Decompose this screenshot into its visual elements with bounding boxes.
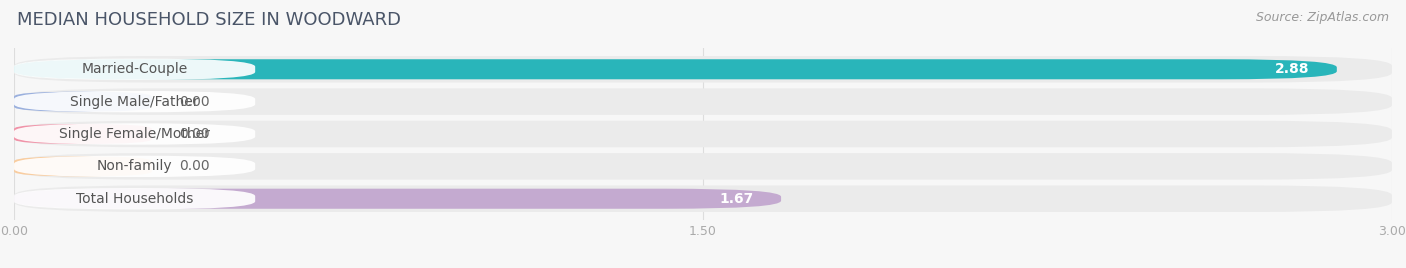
Text: 0.00: 0.00 xyxy=(180,127,209,141)
FancyBboxPatch shape xyxy=(14,153,1392,180)
FancyBboxPatch shape xyxy=(14,188,256,209)
Text: 1.67: 1.67 xyxy=(720,192,754,206)
Text: Total Households: Total Households xyxy=(76,192,193,206)
Text: MEDIAN HOUSEHOLD SIZE IN WOODWARD: MEDIAN HOUSEHOLD SIZE IN WOODWARD xyxy=(17,11,401,29)
FancyBboxPatch shape xyxy=(14,185,1392,212)
FancyBboxPatch shape xyxy=(14,59,256,80)
FancyBboxPatch shape xyxy=(14,92,152,112)
FancyBboxPatch shape xyxy=(14,156,152,176)
FancyBboxPatch shape xyxy=(14,124,152,144)
Text: Married-Couple: Married-Couple xyxy=(82,62,188,76)
Text: 0.00: 0.00 xyxy=(180,95,209,109)
FancyBboxPatch shape xyxy=(14,121,1392,147)
Text: 0.00: 0.00 xyxy=(180,159,209,173)
FancyBboxPatch shape xyxy=(14,123,256,145)
FancyBboxPatch shape xyxy=(14,59,1337,79)
FancyBboxPatch shape xyxy=(14,189,782,209)
FancyBboxPatch shape xyxy=(14,91,256,112)
Text: Non-family: Non-family xyxy=(97,159,173,173)
FancyBboxPatch shape xyxy=(14,88,1392,115)
Text: Single Female/Mother: Single Female/Mother xyxy=(59,127,209,141)
FancyBboxPatch shape xyxy=(14,56,1392,83)
Text: 2.88: 2.88 xyxy=(1275,62,1309,76)
Text: Source: ZipAtlas.com: Source: ZipAtlas.com xyxy=(1256,11,1389,24)
Text: Single Male/Father: Single Male/Father xyxy=(70,95,198,109)
FancyBboxPatch shape xyxy=(14,156,256,177)
